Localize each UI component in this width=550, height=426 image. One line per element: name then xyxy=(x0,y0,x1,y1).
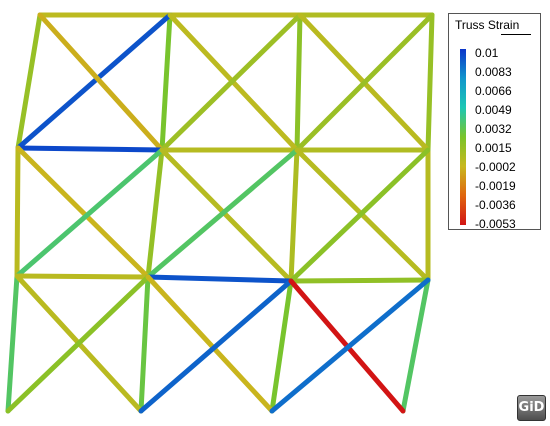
truss-member-post-a-lower xyxy=(138,274,151,414)
truss-member-bay-1-lower-diag-up xyxy=(5,274,151,414)
truss-member-bay-3-mid-diag-up xyxy=(288,147,431,284)
truss-member-lower-chord-3 xyxy=(288,277,431,284)
truss-member-right-post-lower xyxy=(400,277,431,414)
truss-member-bay-2-lower-diag-down xyxy=(145,274,275,414)
truss-member-top-right-post xyxy=(425,12,435,153)
legend-label: 0.0015 xyxy=(475,141,512,155)
truss-member-bay-1-mid-diag-down xyxy=(15,145,151,280)
legend-label: -0.0053 xyxy=(475,217,516,231)
truss-member-bay-2-upper-diag-up xyxy=(159,12,303,153)
truss-member-post-b-mid xyxy=(288,147,300,284)
legend-label: 0.0032 xyxy=(475,122,512,136)
legend-label: -0.0002 xyxy=(475,160,516,174)
legend-label: -0.0036 xyxy=(475,198,516,212)
truss-member-bay-1-upper-diag-up xyxy=(15,12,173,151)
truss-member-bay-2-mid-diag-down xyxy=(159,147,294,284)
legend-label: 0.0083 xyxy=(475,65,512,79)
truss-member-post-a-upper xyxy=(159,12,173,153)
truss-member-post-b-lower xyxy=(269,278,294,414)
legend-title: Truss Strain xyxy=(455,18,520,32)
truss-member-post-a-mid xyxy=(145,147,165,280)
truss-member-left-post-lower xyxy=(5,273,20,414)
truss-member-post-b-upper xyxy=(294,12,303,153)
truss-member-lower-chord-2 xyxy=(145,274,294,284)
truss-member-bay-2-lower-diag-up xyxy=(138,278,294,414)
strain-legend: Truss Strain 0.01 0.0083 0.0066 0.0049 0.003… xyxy=(448,13,541,231)
legend-label: 0.0049 xyxy=(475,103,512,117)
truss-member-lower-chord-1 xyxy=(14,273,151,280)
truss-member-bay-3-upper-diag-up xyxy=(294,12,435,153)
legend-label: -0.0019 xyxy=(475,179,516,193)
truss-member-bay-1-upper-diag-down xyxy=(37,12,165,153)
truss-member-bay-1-mid-diag-up xyxy=(14,147,165,279)
legend-title-underline xyxy=(501,34,531,35)
truss-member-mid-chord-1 xyxy=(15,145,165,153)
truss-member-left-post-mid xyxy=(14,145,21,279)
truss-member-bay-3-lower-diag-up xyxy=(269,277,431,414)
legend-color-bar xyxy=(460,49,466,225)
truss-member-left-post-upper xyxy=(15,12,43,151)
gid-logo: GiD xyxy=(517,395,546,421)
truss-member-bay-2-mid-diag-up xyxy=(145,147,300,280)
legend-label: 0.0066 xyxy=(475,84,512,98)
legend-label: 0.01 xyxy=(475,46,499,60)
